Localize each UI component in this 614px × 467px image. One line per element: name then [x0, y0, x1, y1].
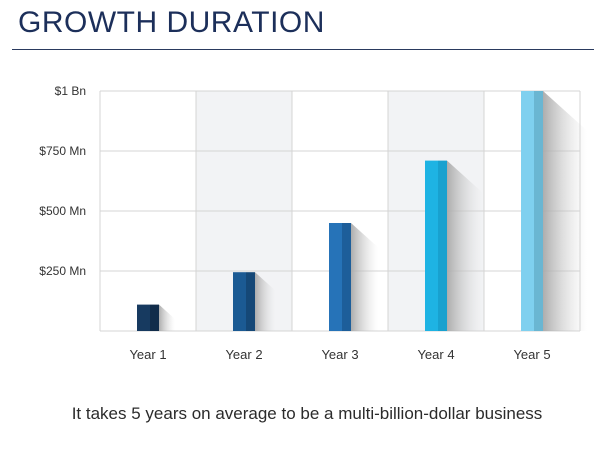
y-axis-ticks: $250 Mn $500 Mn $750 Mn $1 Bn [39, 84, 86, 278]
bar-shadows [159, 91, 587, 331]
bar [233, 272, 246, 331]
y-tick-label: $500 Mn [39, 204, 86, 218]
bar-shadow [351, 223, 379, 331]
title-divider [12, 49, 594, 50]
caption: It takes 5 years on average to be a mult… [71, 404, 543, 423]
y-tick-label: $1 Bn [55, 84, 86, 98]
bars [137, 91, 543, 331]
x-category-label: Year 1 [129, 347, 166, 362]
bar [521, 91, 534, 331]
x-axis-categories: Year 1 Year 2 Year 3 Year 4 Year 5 [129, 347, 550, 362]
bar-side [534, 91, 543, 331]
bar-shadow [255, 272, 276, 331]
bar [425, 160, 438, 331]
y-tick-label: $250 Mn [39, 264, 86, 278]
bar [137, 304, 150, 331]
x-category-label: Year 5 [513, 347, 550, 362]
y-tick-label: $750 Mn [39, 144, 86, 158]
bar-side [438, 160, 447, 331]
bar-side [246, 272, 255, 331]
bar-side [342, 223, 351, 331]
bar-shadow [543, 91, 587, 331]
x-category-label: Year 4 [417, 347, 454, 362]
gridlines [99, 90, 581, 332]
x-category-label: Year 2 [225, 347, 262, 362]
bar [329, 223, 342, 331]
page-title: GROWTH DURATION [18, 6, 325, 39]
bar-side [150, 304, 159, 331]
bar-shadow [447, 160, 483, 331]
x-category-label: Year 3 [321, 347, 358, 362]
bar-shadow [159, 304, 175, 331]
